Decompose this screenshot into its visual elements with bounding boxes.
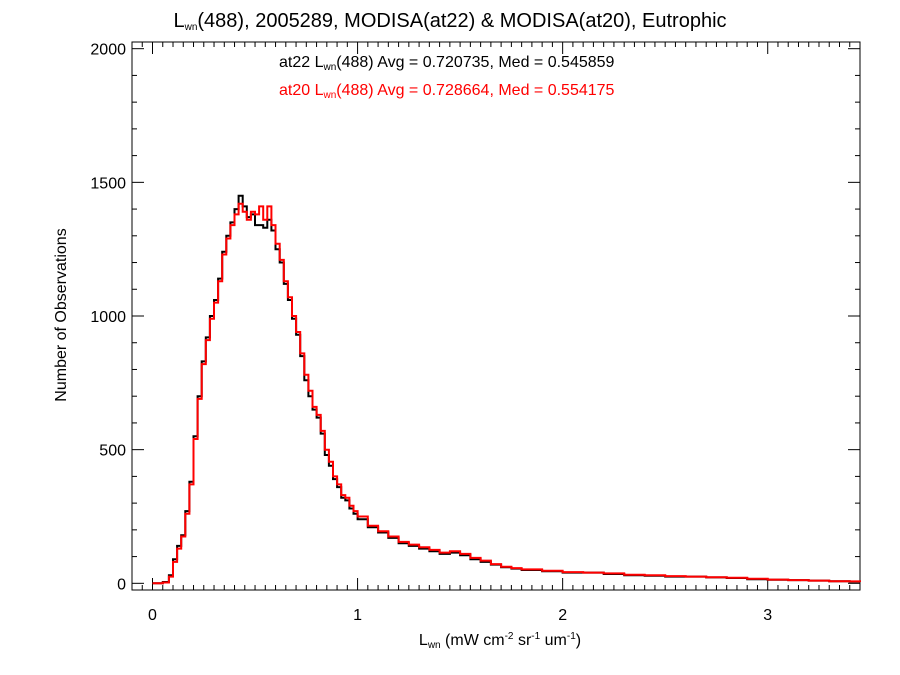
xlabel-main: L <box>418 632 428 649</box>
xlabel-sub: wn <box>427 640 441 651</box>
title-sub: wn <box>184 22 198 33</box>
y-tick-label: 500 <box>99 443 126 460</box>
y-tick-label: 1500 <box>90 175 126 192</box>
xlabel-sup1: -2 <box>504 631 514 642</box>
y-tick-label: 0 <box>117 576 126 593</box>
xlabel-p4: ) <box>575 632 582 649</box>
histogram-series-0 <box>152 194 861 585</box>
stat-at22-rest: (488) Avg = 0.720735, Med = 0.545859 <box>336 54 615 71</box>
stat-annotation-at22: at22 Lwn(488) Avg = 0.720735, Med = 0.54… <box>279 54 615 73</box>
xlabel-p1: (mW cm <box>440 632 505 649</box>
stat-at20-prefix: at20 L <box>279 82 324 99</box>
y-tick-label: 2000 <box>90 42 126 59</box>
xlabel-p3: um <box>540 632 567 649</box>
x-tick-label: 0 <box>148 607 157 624</box>
title-rest: (488), 2005289, MODISA(at22) & MODISA(at… <box>197 10 727 32</box>
xlabel-sup2: -1 <box>531 631 541 642</box>
stat-annotation-at20: at20 Lwn(488) Avg = 0.728664, Med = 0.55… <box>279 82 615 101</box>
histogram-series-1 <box>152 202 861 585</box>
plot-frame <box>131 41 861 591</box>
xlabel-sup3: -1 <box>566 631 576 642</box>
x-tick-label: 2 <box>558 607 567 624</box>
stat-at20-sub: wn <box>323 90 337 101</box>
stat-at20-rest: (488) Avg = 0.728664, Med = 0.554175 <box>336 82 615 99</box>
xlabel-p2: sr <box>513 632 532 649</box>
title-main: L <box>173 10 185 32</box>
chart-title: Lwn(488), 2005289, MODISA(at22) & MODISA… <box>0 10 900 33</box>
stat-at22-prefix: at22 L <box>279 54 324 71</box>
y-tick-label: 1000 <box>90 309 126 326</box>
stat-at22-sub: wn <box>323 62 337 73</box>
x-tick-label: 3 <box>763 607 772 624</box>
x-axis-label: Lwn (mW cm-2 sr-1 um-1) <box>0 631 900 651</box>
x-tick-label: 1 <box>353 607 362 624</box>
